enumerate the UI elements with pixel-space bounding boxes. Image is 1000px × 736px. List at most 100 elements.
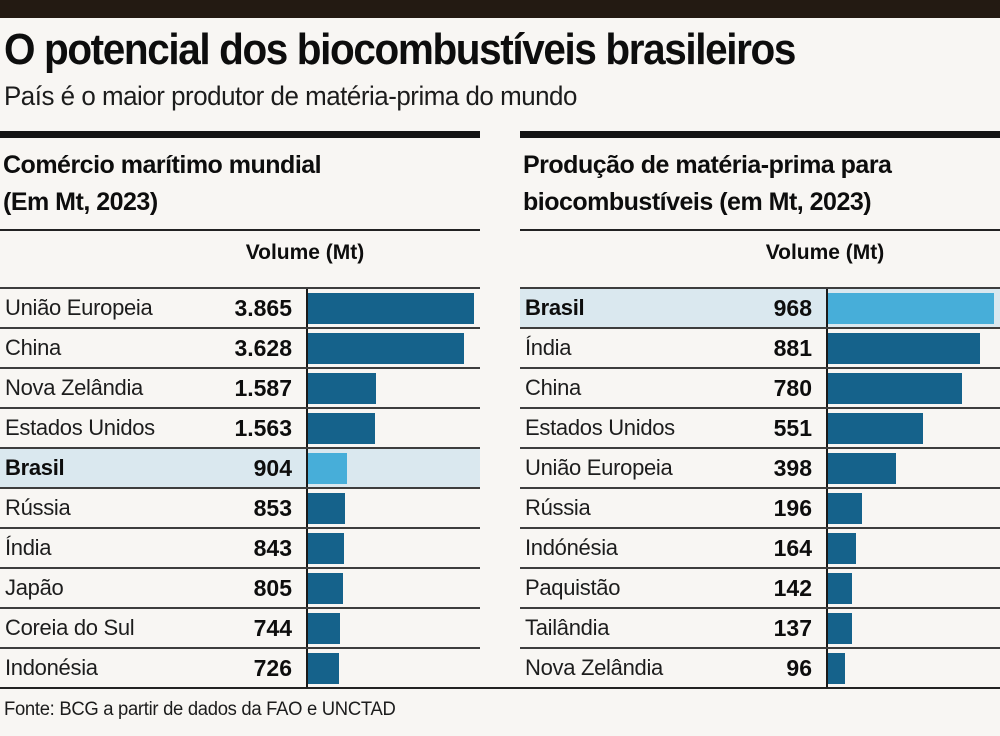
table-row: Rússia 853 xyxy=(0,487,480,527)
table-row: União Europeia 398 xyxy=(520,447,1000,487)
bar xyxy=(828,612,852,644)
table-row: China 780 xyxy=(520,367,1000,407)
page-footer: Fonte: BCG a partir de dados da FAO e UN… xyxy=(0,689,1000,721)
chart-title-line1: Comércio marítimo mundial xyxy=(3,151,322,179)
table-row: Rússia 196 xyxy=(520,487,1000,527)
bar xyxy=(828,452,897,484)
value-label: 3.865 xyxy=(234,294,292,321)
country-label: Estados Unidos xyxy=(5,415,155,440)
table-row: Tailândia 137 xyxy=(520,607,1000,647)
value-label: 196 xyxy=(773,494,812,521)
bar xyxy=(308,412,376,444)
table-row: Indonésia 726 xyxy=(0,647,480,687)
bar xyxy=(828,412,923,444)
chart-title: Comércio marítimo mundial (Em Mt, 2023) xyxy=(0,147,480,221)
bar-cell xyxy=(826,529,1000,567)
bar-cell xyxy=(826,329,1000,367)
bar-cell xyxy=(826,649,1000,687)
value-label: 137 xyxy=(773,614,812,641)
value-label: 96 xyxy=(786,654,812,681)
bar xyxy=(828,652,845,684)
bar-cell xyxy=(306,289,480,327)
value-label: 142 xyxy=(773,574,812,601)
chart-title: Produção de matéria-prima para biocombus… xyxy=(520,147,1000,221)
table-row: Índia 843 xyxy=(0,527,480,567)
value-label: 551 xyxy=(773,414,812,441)
chart-title-line1: Produção de matéria-prima para xyxy=(523,151,892,179)
country-label: Coreia do Sul xyxy=(5,615,135,640)
bar-cell xyxy=(826,409,1000,447)
bar-cell xyxy=(306,569,480,607)
section-rule xyxy=(0,131,480,138)
table-row: Nova Zelândia 96 xyxy=(520,647,1000,687)
page-header: O potencial dos biocombustíveis brasilei… xyxy=(0,18,1000,114)
table-row: Japão 805 xyxy=(0,567,480,607)
country-label: União Europeia xyxy=(5,295,153,320)
table-row: União Europeia 3.865 xyxy=(0,287,480,327)
bar xyxy=(308,292,475,324)
country-label: Estados Unidos xyxy=(525,415,675,440)
country-label: Rússia xyxy=(5,495,71,520)
country-label: Japão xyxy=(5,575,64,600)
value-label: 1.587 xyxy=(234,374,292,401)
country-label: Paquistão xyxy=(525,575,621,600)
section-rule xyxy=(520,131,1000,138)
page-title: O potencial dos biocombustíveis brasilei… xyxy=(4,25,796,74)
chart-title-line2: biocombustíveis (em Mt, 2023) xyxy=(523,188,872,216)
bar-cell xyxy=(306,329,480,367)
bar xyxy=(828,492,862,524)
charts-container: Comércio marítimo mundial (Em Mt, 2023) … xyxy=(0,131,1000,687)
value-label: 780 xyxy=(773,374,812,401)
country-label: China xyxy=(5,335,61,360)
bar-cell xyxy=(306,409,480,447)
value-label: 164 xyxy=(773,534,812,561)
bar-cell xyxy=(826,609,1000,647)
value-label: 968 xyxy=(773,294,812,321)
value-label: 726 xyxy=(253,654,292,681)
table-row: Paquistão 142 xyxy=(520,567,1000,607)
country-label: Nova Zelândia xyxy=(5,375,143,400)
value-label: 744 xyxy=(253,614,292,641)
bar-cell xyxy=(306,529,480,567)
bar xyxy=(308,572,343,604)
page-subtitle: País é o maior produtor de matéria-prima… xyxy=(4,81,577,111)
bar xyxy=(308,652,340,684)
bar-cell xyxy=(826,569,1000,607)
bar-cell xyxy=(306,489,480,527)
value-label: 805 xyxy=(253,574,292,601)
table-row: Coreia do Sul 744 xyxy=(0,607,480,647)
country-label: Indonésia xyxy=(5,655,98,680)
value-label: 398 xyxy=(773,454,812,481)
value-label: 1.563 xyxy=(234,414,292,441)
bar-cell xyxy=(826,369,1000,407)
country-label: Índia xyxy=(5,535,52,560)
table-row: Brasil 968 xyxy=(520,287,1000,327)
bar xyxy=(308,372,377,404)
table-row: Estados Unidos 551 xyxy=(520,407,1000,447)
bar-table: União Europeia 3.865 China 3.628 Nova Zelând… xyxy=(0,287,480,687)
bar xyxy=(308,532,345,564)
top-black-bar xyxy=(0,0,1000,18)
bar-cell xyxy=(306,609,480,647)
chart-feedstock-production: Produção de matéria-prima para biocombus… xyxy=(520,131,1000,687)
country-label: Brasil xyxy=(5,455,65,480)
divider-rule xyxy=(520,229,1000,231)
bar xyxy=(828,532,857,564)
table-row: China 3.628 xyxy=(0,327,480,367)
country-label: Índia xyxy=(525,335,572,360)
bar-cell xyxy=(826,449,1000,487)
bar xyxy=(308,492,345,524)
bar-cell xyxy=(826,489,1000,527)
bar-cell xyxy=(306,369,480,407)
bar-cell xyxy=(306,649,480,687)
source-credit: Fonte: BCG a partir de dados da FAO e UN… xyxy=(4,699,396,720)
country-label: Brasil xyxy=(525,295,585,320)
bar xyxy=(308,612,340,644)
bar-cell xyxy=(826,289,1000,327)
value-label: 3.628 xyxy=(234,334,292,361)
chart-title-line2: (Em Mt, 2023) xyxy=(3,188,158,216)
bar xyxy=(828,572,853,604)
table-row: Indónésia 164 xyxy=(520,527,1000,567)
column-header-volume: Volume (Mt) xyxy=(765,241,885,264)
bar-cell xyxy=(306,449,480,487)
